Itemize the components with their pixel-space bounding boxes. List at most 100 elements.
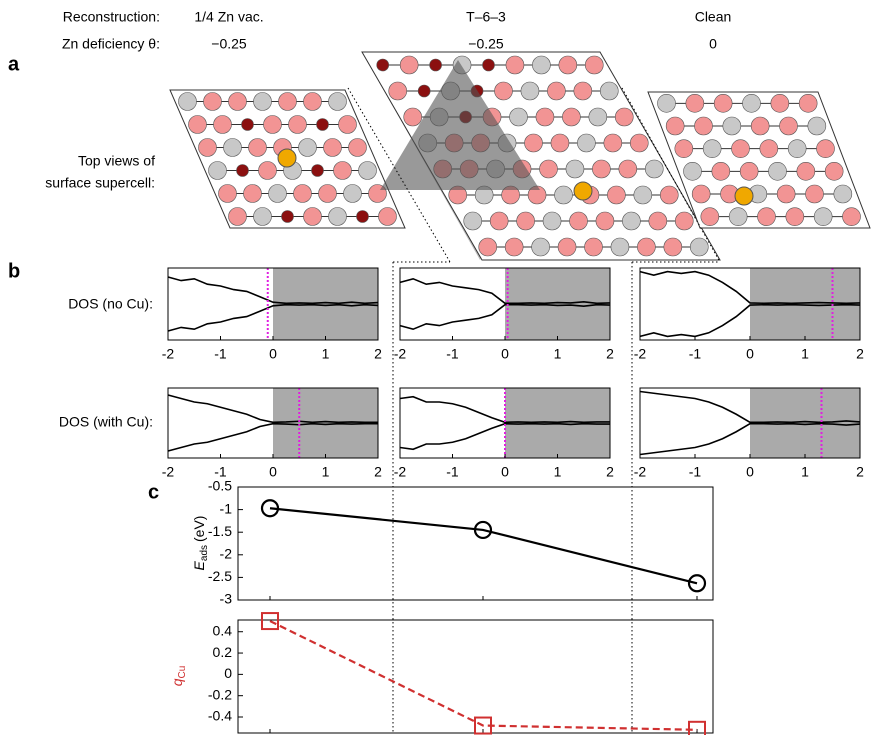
band-gap-shade — [750, 388, 860, 458]
shade-dark — [380, 60, 540, 190]
atom — [378, 207, 397, 226]
atom — [573, 81, 593, 101]
atom — [494, 81, 513, 101]
atom — [399, 55, 419, 75]
atom — [657, 94, 676, 113]
atom — [757, 207, 776, 226]
atom — [633, 185, 653, 205]
atom — [629, 133, 649, 153]
atom — [520, 81, 540, 101]
atom — [358, 161, 377, 180]
connector — [621, 87, 721, 263]
atom — [178, 92, 197, 111]
atom — [614, 107, 634, 127]
panel-label: b — [8, 260, 20, 282]
dos-curve — [399, 395, 610, 424]
atom — [532, 55, 551, 75]
atom — [516, 211, 535, 231]
y-tick-label: -1 — [220, 500, 233, 516]
atom — [356, 210, 369, 223]
atom — [188, 115, 207, 134]
atom — [807, 116, 827, 136]
y-label-sub: ads — [199, 545, 210, 561]
atom — [565, 159, 585, 179]
atom — [759, 139, 779, 158]
dos-curve — [167, 303, 379, 332]
atom — [403, 107, 423, 127]
atom — [731, 139, 750, 158]
marker — [261, 612, 279, 631]
connector — [347, 87, 451, 263]
atom — [482, 58, 495, 72]
band-gap-shade — [273, 388, 378, 458]
atom — [333, 161, 352, 180]
atom — [728, 207, 748, 226]
x-tick-label: -2 — [634, 346, 647, 362]
atom — [505, 55, 525, 75]
atom — [644, 159, 664, 179]
atom — [842, 207, 861, 226]
atom — [779, 116, 798, 136]
atom — [228, 207, 247, 226]
y-axis-label: qCu — [169, 666, 188, 687]
cu-atom — [573, 181, 593, 201]
dos-curve — [399, 303, 611, 331]
atom — [562, 107, 581, 127]
atom — [323, 138, 342, 157]
y-label-unit: (eV) — [191, 516, 207, 542]
atom — [702, 139, 722, 158]
atom — [550, 133, 570, 153]
y-tick-label: -3 — [220, 591, 233, 607]
atom — [711, 162, 731, 181]
atom — [318, 184, 337, 203]
atom — [577, 133, 596, 153]
row-label: DOS (with Cu): — [59, 414, 153, 430]
atom — [278, 92, 297, 111]
atom — [683, 162, 702, 181]
atom — [637, 237, 656, 257]
row-label: Reconstruction: — [63, 9, 160, 25]
panel-label: a — [8, 53, 20, 75]
atom — [785, 207, 805, 226]
x-tick-label: 2 — [606, 464, 614, 480]
atom — [768, 162, 787, 181]
atom — [311, 164, 324, 177]
cu-atom — [277, 148, 297, 168]
y-tick-label: -0.2 — [208, 686, 232, 702]
x-tick-label: 1 — [554, 464, 562, 480]
x-tick-label: 2 — [856, 346, 864, 362]
x-tick-label: -1 — [446, 464, 459, 480]
atom — [535, 107, 555, 127]
x-tick-label: 1 — [554, 346, 562, 362]
x-tick-label: -1 — [689, 346, 702, 362]
column-theta: 0 — [709, 36, 717, 52]
atom — [531, 237, 550, 257]
row-label: surface supercell: — [45, 175, 155, 191]
atom — [539, 159, 558, 179]
atom — [700, 207, 720, 226]
atom — [388, 81, 408, 101]
atom — [236, 164, 249, 177]
atom — [489, 211, 509, 231]
atom — [542, 211, 562, 231]
atom — [417, 84, 431, 98]
dos-curve — [639, 303, 861, 338]
x-tick-label: 1 — [801, 346, 809, 362]
atom — [584, 237, 603, 257]
column-name: 1/4 Zn vac. — [194, 9, 263, 25]
row-label: Top views of — [78, 153, 155, 169]
atom — [253, 92, 272, 111]
atom — [805, 184, 824, 204]
atom — [816, 139, 835, 158]
atom — [663, 237, 683, 257]
y-tick-label: 0 — [224, 665, 232, 681]
y-label-sub: Cu — [177, 666, 188, 679]
atom — [268, 184, 287, 203]
column-name: Clean — [695, 9, 732, 25]
y-label-main: q — [169, 678, 185, 686]
panel-label: c — [148, 481, 159, 503]
x-tick-label: 2 — [606, 346, 614, 362]
x-tick-label: 0 — [269, 346, 277, 362]
y-tick-label: 0.4 — [213, 622, 233, 638]
x-tick-label: -1 — [214, 346, 227, 362]
